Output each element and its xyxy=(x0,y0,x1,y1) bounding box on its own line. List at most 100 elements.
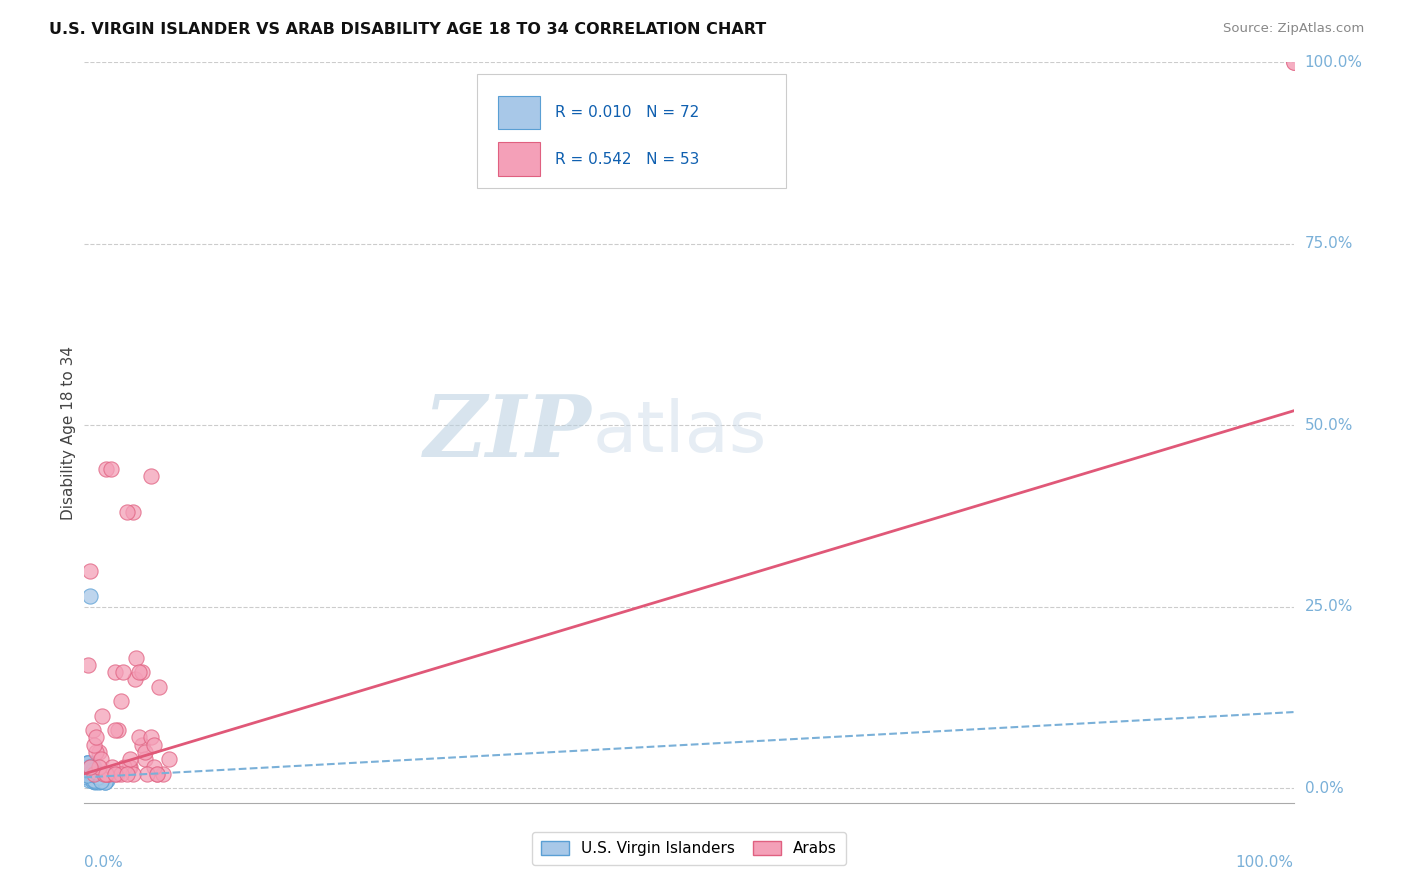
Point xyxy=(82,771,104,785)
Point xyxy=(76,756,98,770)
Text: 0.0%: 0.0% xyxy=(84,855,124,870)
Point xyxy=(80,766,103,780)
Point xyxy=(77,759,100,773)
Point xyxy=(100,462,122,476)
Text: 100.0%: 100.0% xyxy=(1305,55,1362,70)
Point xyxy=(84,774,107,789)
Point xyxy=(77,758,100,772)
Point xyxy=(91,708,114,723)
Legend: U.S. Virgin Islanders, Arabs: U.S. Virgin Islanders, Arabs xyxy=(531,832,846,865)
FancyBboxPatch shape xyxy=(498,143,540,176)
Point xyxy=(131,738,153,752)
Point xyxy=(131,665,153,680)
Point xyxy=(87,775,110,789)
Point xyxy=(124,673,146,687)
Point xyxy=(79,589,101,603)
Text: Source: ZipAtlas.com: Source: ZipAtlas.com xyxy=(1223,22,1364,36)
Point xyxy=(128,665,150,680)
Point xyxy=(84,771,107,785)
Point xyxy=(120,759,142,773)
Point xyxy=(87,766,110,780)
Point xyxy=(91,771,114,785)
Point xyxy=(83,759,105,773)
Text: 75.0%: 75.0% xyxy=(1305,236,1353,252)
Point xyxy=(94,462,117,476)
Point xyxy=(77,759,100,773)
Text: 25.0%: 25.0% xyxy=(1305,599,1353,615)
Point xyxy=(77,772,100,787)
Point xyxy=(112,665,135,680)
Point xyxy=(121,506,143,520)
Point xyxy=(77,756,100,770)
Point xyxy=(91,774,114,789)
Point xyxy=(136,766,159,780)
Point xyxy=(87,759,110,773)
Point xyxy=(79,759,101,773)
Point xyxy=(89,774,111,789)
Point xyxy=(89,768,111,782)
Point xyxy=(79,759,101,773)
Point xyxy=(76,768,98,782)
Point xyxy=(125,650,148,665)
Point xyxy=(1282,55,1305,70)
Point xyxy=(115,766,138,780)
Point xyxy=(75,761,97,775)
Text: 50.0%: 50.0% xyxy=(1305,417,1353,433)
Point xyxy=(82,723,104,738)
Point xyxy=(143,759,166,773)
Point xyxy=(94,775,117,789)
Point xyxy=(120,752,142,766)
Point xyxy=(82,774,104,789)
Point xyxy=(86,766,108,780)
Point xyxy=(77,759,100,773)
Point xyxy=(86,765,108,780)
Point xyxy=(77,657,100,672)
Point xyxy=(134,745,156,759)
Point xyxy=(118,759,141,773)
Point xyxy=(76,759,98,773)
Point xyxy=(83,761,105,775)
Point xyxy=(80,765,103,780)
Point xyxy=(86,745,108,759)
Point xyxy=(107,723,129,738)
Point xyxy=(77,759,100,773)
Point xyxy=(75,765,97,780)
Point xyxy=(104,766,127,780)
Point xyxy=(79,564,101,578)
Point xyxy=(139,469,162,483)
Point xyxy=(80,765,103,780)
Point xyxy=(82,763,104,777)
Text: R = 0.542   N = 53: R = 0.542 N = 53 xyxy=(555,152,699,167)
Point xyxy=(148,680,170,694)
Point xyxy=(104,665,127,680)
Point xyxy=(90,774,112,789)
Point xyxy=(94,775,117,789)
Point xyxy=(83,738,105,752)
Point xyxy=(77,763,100,777)
FancyBboxPatch shape xyxy=(478,73,786,188)
Point xyxy=(128,731,150,745)
Point xyxy=(86,731,108,745)
Point xyxy=(105,766,128,780)
Point xyxy=(110,694,132,708)
Point xyxy=(87,772,110,787)
Point xyxy=(112,759,135,773)
Point xyxy=(77,761,100,775)
Point xyxy=(104,723,127,738)
Point xyxy=(134,752,156,766)
Point xyxy=(87,745,110,759)
Point xyxy=(152,766,174,780)
Point xyxy=(86,774,108,789)
Text: ZIP: ZIP xyxy=(425,391,592,475)
Point xyxy=(83,772,105,787)
Text: R = 0.010   N = 72: R = 0.010 N = 72 xyxy=(555,105,699,120)
Point xyxy=(97,766,120,780)
Point xyxy=(93,766,115,780)
Point xyxy=(86,771,108,785)
Point xyxy=(115,506,138,520)
Point xyxy=(76,771,98,785)
Point xyxy=(82,774,104,789)
Point xyxy=(79,756,101,770)
Point xyxy=(96,766,118,780)
Point xyxy=(79,765,101,780)
